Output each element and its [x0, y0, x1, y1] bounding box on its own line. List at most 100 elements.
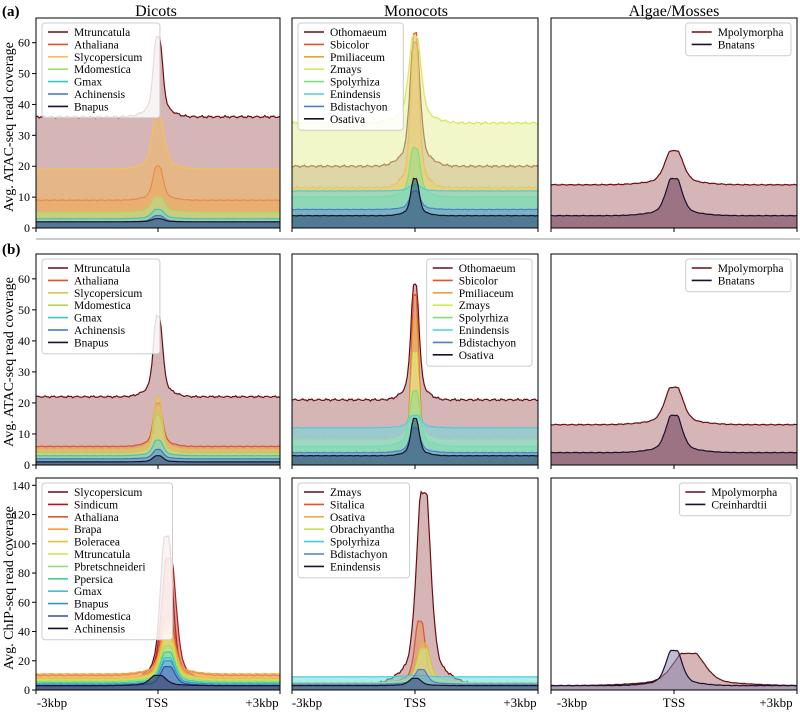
y-tick-label: 10 — [18, 427, 30, 441]
legend-entry: Pmiliaceum — [330, 52, 385, 64]
legend-entry: Osativa — [459, 350, 494, 362]
legend-entry: Athaliana — [74, 275, 119, 287]
series-line-creinhardtii — [551, 649, 797, 687]
legend-entry: Gmax — [74, 77, 102, 89]
legend-entry: Osativa — [330, 512, 365, 524]
series-line-achinensis — [36, 674, 280, 687]
legend-entry: Enindensis — [330, 89, 381, 101]
legend-entry: Osativa — [330, 114, 365, 126]
plot-area — [551, 149, 797, 228]
y-tick-label: 40 — [18, 97, 30, 111]
section-a-label: (a) — [2, 4, 20, 20]
plot-area — [292, 490, 538, 690]
y-tick-label: 20 — [18, 396, 30, 410]
legend-entry: Boleracea — [74, 537, 120, 549]
plot-area — [551, 649, 797, 690]
legend-entry: Gmax — [74, 586, 102, 598]
legend-entry: Spolyrhiza — [330, 77, 380, 89]
legend-entry: Brapa — [74, 524, 101, 536]
panel-a-dicots: 0 10 20 30 40 50 60 MtruncatulaAthalianaSlycope… — [18, 17, 281, 235]
ylabel-row-3: Avg. ChIP-seq read coverage — [2, 506, 17, 670]
y-tick-label: 30 — [18, 365, 30, 379]
plot-area — [292, 31, 538, 228]
y-tick-label: 80 — [18, 566, 30, 580]
y-tick-label: 0 — [24, 458, 30, 472]
legend-entry: Slycopersicum — [74, 52, 142, 64]
xtick-algae-right: +3kbp — [759, 695, 792, 710]
legend-entry: Slycopersicum — [74, 487, 142, 499]
legend-entry: Bdistachyon — [459, 337, 517, 349]
legend-entry: Athaliana — [74, 512, 119, 524]
legend-entry: Athaliana — [74, 39, 119, 51]
series-line-mpolymorpha — [551, 386, 797, 426]
xtick-dicots-tss: TSS — [146, 695, 168, 710]
legend-entry: Gmax — [74, 313, 102, 325]
legend: MtruncatulaAthalianaSlycopersicumMdomest… — [41, 258, 161, 355]
series-line-boleracea — [36, 633, 280, 680]
legend-entry: Sbicolor — [330, 39, 369, 51]
series-line-enindensis — [292, 677, 538, 687]
legend-entry: Zmays — [459, 300, 491, 312]
legend-entry: Ppersica — [74, 574, 113, 586]
legend: MtruncatulaAthalianaSlycopersicumMdomest… — [41, 22, 161, 119]
series-line-bnapus — [36, 455, 280, 463]
legend-entry: Enindensis — [459, 325, 510, 337]
series-line-mdomestica — [36, 196, 280, 214]
xtick-algae-tss: TSS — [663, 695, 685, 710]
series-line-pbretschneideri — [36, 645, 280, 683]
legend-entry: Bnapus — [74, 599, 109, 611]
series-line-gmax — [36, 439, 280, 457]
panel-chip-monocots: ZmaysSitalicaOsativaObrachyanthaSpolyrhi… — [291, 477, 539, 694]
y-tick-label: 10 — [18, 190, 30, 204]
legend-entry: Mdomestica — [74, 64, 131, 76]
plot-area — [36, 313, 280, 465]
y-tick-label: 60 — [18, 36, 30, 50]
series-area-sitalica — [292, 620, 538, 690]
series-line-osativa — [292, 417, 538, 457]
series-line-bnatans — [551, 414, 797, 454]
legend-entry: Achinensis — [74, 89, 126, 101]
legend-entry: Sindicum — [74, 499, 118, 511]
legend-entry: Bdistachyon — [330, 101, 388, 113]
panel-b-dicots: 0 10 20 30 40 50 60 MtruncatulaAthalianaSlycope… — [18, 253, 281, 472]
legend-entry: Slycopersicum — [74, 288, 142, 300]
series-line-gmax — [36, 208, 280, 220]
legend-entry: Mtruncatula — [74, 263, 130, 275]
panel-b-monocots: OthomaeumSbicolorPmiliaceumZmaysSpolyrhi… — [291, 253, 539, 469]
legend-entry: Spolyrhiza — [459, 313, 509, 325]
series-line-enindensis — [292, 414, 538, 429]
panel-chip-dicots: 020406080100120140SlycopersicumSindicumA… — [12, 477, 281, 697]
series-line-bdistachyon — [292, 668, 538, 685]
legend-entry: Mpolymorpha — [718, 27, 784, 39]
legend-entry: Pmiliaceum — [459, 288, 514, 300]
legend-entry: Zmays — [330, 487, 362, 499]
legend-entry: Bnapus — [74, 101, 109, 113]
legend-entry: Mdomestica — [74, 300, 131, 312]
legend: ZmaysSitalicaOsativaObrachyanthaSpolyrhi… — [297, 482, 411, 579]
ylabel-row-2: Avg. ATAC-seq read coverage — [2, 277, 17, 447]
y-tick-label: 50 — [18, 303, 30, 317]
column-title-algae-mosses: Algae/Mosses — [629, 3, 720, 20]
legend: OthomaeumSbicolorPmiliaceumZmaysSpolyrhi… — [297, 22, 404, 131]
legend-entry: Spolyrhiza — [330, 537, 380, 549]
legend-entry: Bdistachyon — [330, 549, 388, 561]
xtick-monocots-tss: TSS — [404, 695, 426, 710]
column-title-monocots: Monocots — [384, 3, 448, 20]
legend: OthomaeumSbicolorPmiliaceumZmaysSpolyrhi… — [426, 258, 533, 367]
series-area-creinhardtii — [551, 650, 797, 690]
y-tick-label: 0 — [24, 221, 30, 235]
plot-area — [36, 535, 280, 690]
xtick-monocots-right: +3kbp — [503, 695, 536, 710]
series-line-brapa — [36, 627, 280, 675]
series-area-slycopersicum — [36, 116, 280, 228]
series-line-mtruncatula — [36, 639, 280, 681]
legend-entry: Sbicolor — [459, 275, 498, 287]
legend-entry: Pbretschneideri — [74, 561, 146, 573]
legend-entry: Bnapus — [74, 337, 109, 349]
legend-entry: Achinensis — [74, 623, 126, 635]
